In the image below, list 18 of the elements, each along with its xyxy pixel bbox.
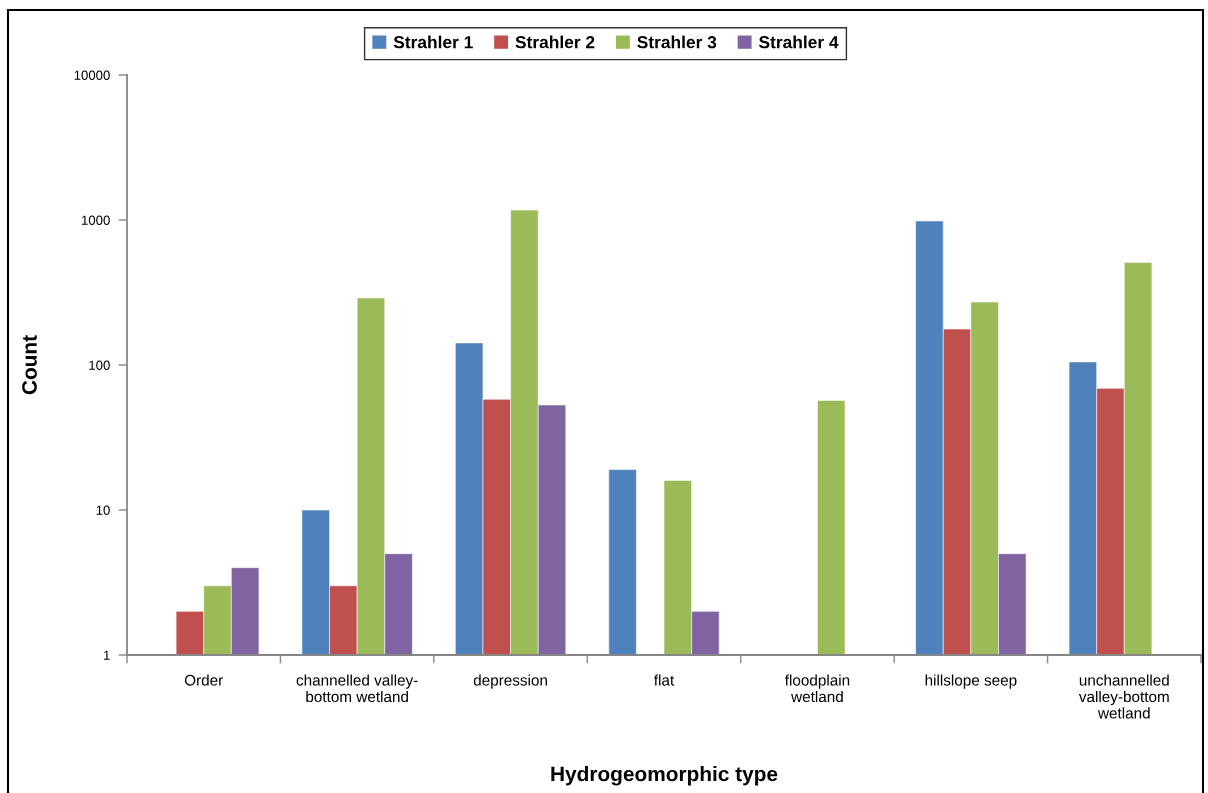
x-tick-label: depression (473, 674, 547, 689)
y-axis-title: Count (22, 335, 37, 395)
y-tick-label: 10000 (74, 70, 110, 80)
legend-label: Strahler 2 (515, 35, 595, 49)
x-tick-label: Order (184, 674, 223, 686)
y-tick-label: 10 (96, 505, 110, 515)
legend-label: Strahler 4 (759, 35, 839, 49)
x-tick-label: flat (654, 674, 675, 686)
y-tick-label: 100 (89, 360, 110, 370)
x-tick-label: unchannelled valley-bottom wetland (1078, 674, 1169, 719)
x-axis-title: Hydrogeomorphic type (551, 766, 778, 786)
y-tick-label: 1 (104, 650, 110, 660)
y-tick-label: 1000 (81, 215, 110, 225)
x-tick-label: channelled valley- bottom wetland (296, 674, 418, 703)
x-tick-label: hillslope seep (925, 674, 1017, 689)
legend-label: Strahler 1 (393, 35, 473, 49)
legend-label: Strahler 3 (637, 35, 717, 49)
x-tick-label: floodplain wetland (784, 674, 850, 703)
